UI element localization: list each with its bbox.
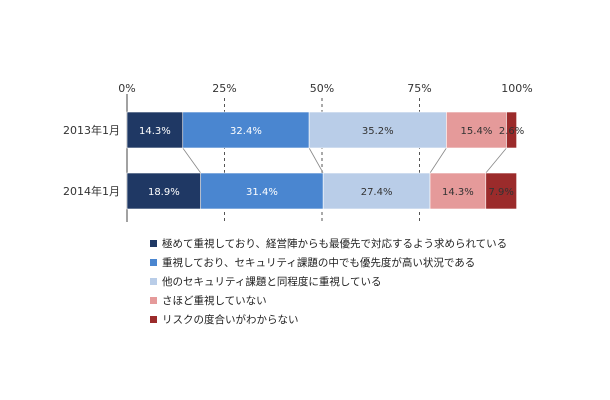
- legend-swatch-3: [150, 278, 157, 285]
- legend-label-1: 極めて重視しており、経営陣からも最優先で対応するよう求められている: [162, 238, 508, 250]
- data-label: 27.4%: [361, 187, 393, 198]
- data-label: 18.9%: [148, 187, 180, 198]
- legend-swatch-1: [150, 240, 157, 247]
- data-label: 35.2%: [362, 126, 394, 137]
- bar-segment: [429, 172, 487, 210]
- legend-swatch-2: [150, 259, 157, 266]
- legend-item-3: 他のセキュリティ課題と同程度に重視している: [150, 272, 570, 291]
- category-label: 2013年1月: [63, 123, 120, 137]
- bar-segment: [308, 111, 447, 149]
- data-label: 2.6%: [499, 126, 524, 137]
- series-connector-2: [308, 147, 324, 174]
- data-label: 15.4%: [461, 126, 493, 137]
- bar-segment: [446, 111, 507, 149]
- x-tick-label-100: 100%: [501, 82, 532, 95]
- data-label: 14.3%: [139, 126, 171, 137]
- legend-swatch-5: [150, 316, 157, 323]
- series-connector-3: [429, 147, 447, 174]
- series-connector-4: [485, 147, 507, 174]
- bar-segment: [485, 172, 517, 210]
- legend-label-5: リスクの度合いがわからない: [162, 314, 299, 326]
- bar-segment: [200, 172, 324, 210]
- legend-item-4: さほど重視していない: [150, 291, 570, 310]
- x-tick-label-50: 50%: [310, 82, 334, 95]
- data-label: 14.3%: [442, 187, 474, 198]
- legend-item-5: リスクの度合いがわからない: [150, 310, 570, 329]
- data-label: 32.4%: [230, 126, 262, 137]
- x-tick-label-75: 75%: [407, 82, 431, 95]
- bar-segment: [506, 111, 517, 149]
- legend-item-2: 重視しており、セキュリティ課題の中でも優先度が高い状況である: [150, 253, 570, 272]
- bar-segment: [182, 111, 310, 149]
- bar-segment: [126, 172, 202, 210]
- bar-segment: [126, 111, 184, 149]
- data-label: 7.9%: [489, 187, 514, 198]
- bar-segment: [322, 172, 431, 210]
- series-connector-1: [182, 147, 202, 174]
- legend: 極めて重視しており、経営陣からも最優先で対応するよう求められている 重視しており…: [150, 234, 570, 329]
- data-label: 31.4%: [246, 187, 278, 198]
- x-tick-label-0: 0%: [118, 82, 135, 95]
- legend-item-1: 極めて重視しており、経営陣からも最優先で対応するよう求められている: [150, 234, 570, 253]
- category-label: 2014年1月: [63, 184, 120, 198]
- legend-swatch-4: [150, 297, 157, 304]
- legend-label-3: 他のセキュリティ課題と同程度に重視している: [162, 276, 382, 288]
- x-tick-label-25: 25%: [212, 82, 236, 95]
- legend-label-4: さほど重視していない: [162, 295, 267, 307]
- legend-label-2: 重視しており、セキュリティ課題の中でも優先度が高い状況である: [162, 257, 476, 269]
